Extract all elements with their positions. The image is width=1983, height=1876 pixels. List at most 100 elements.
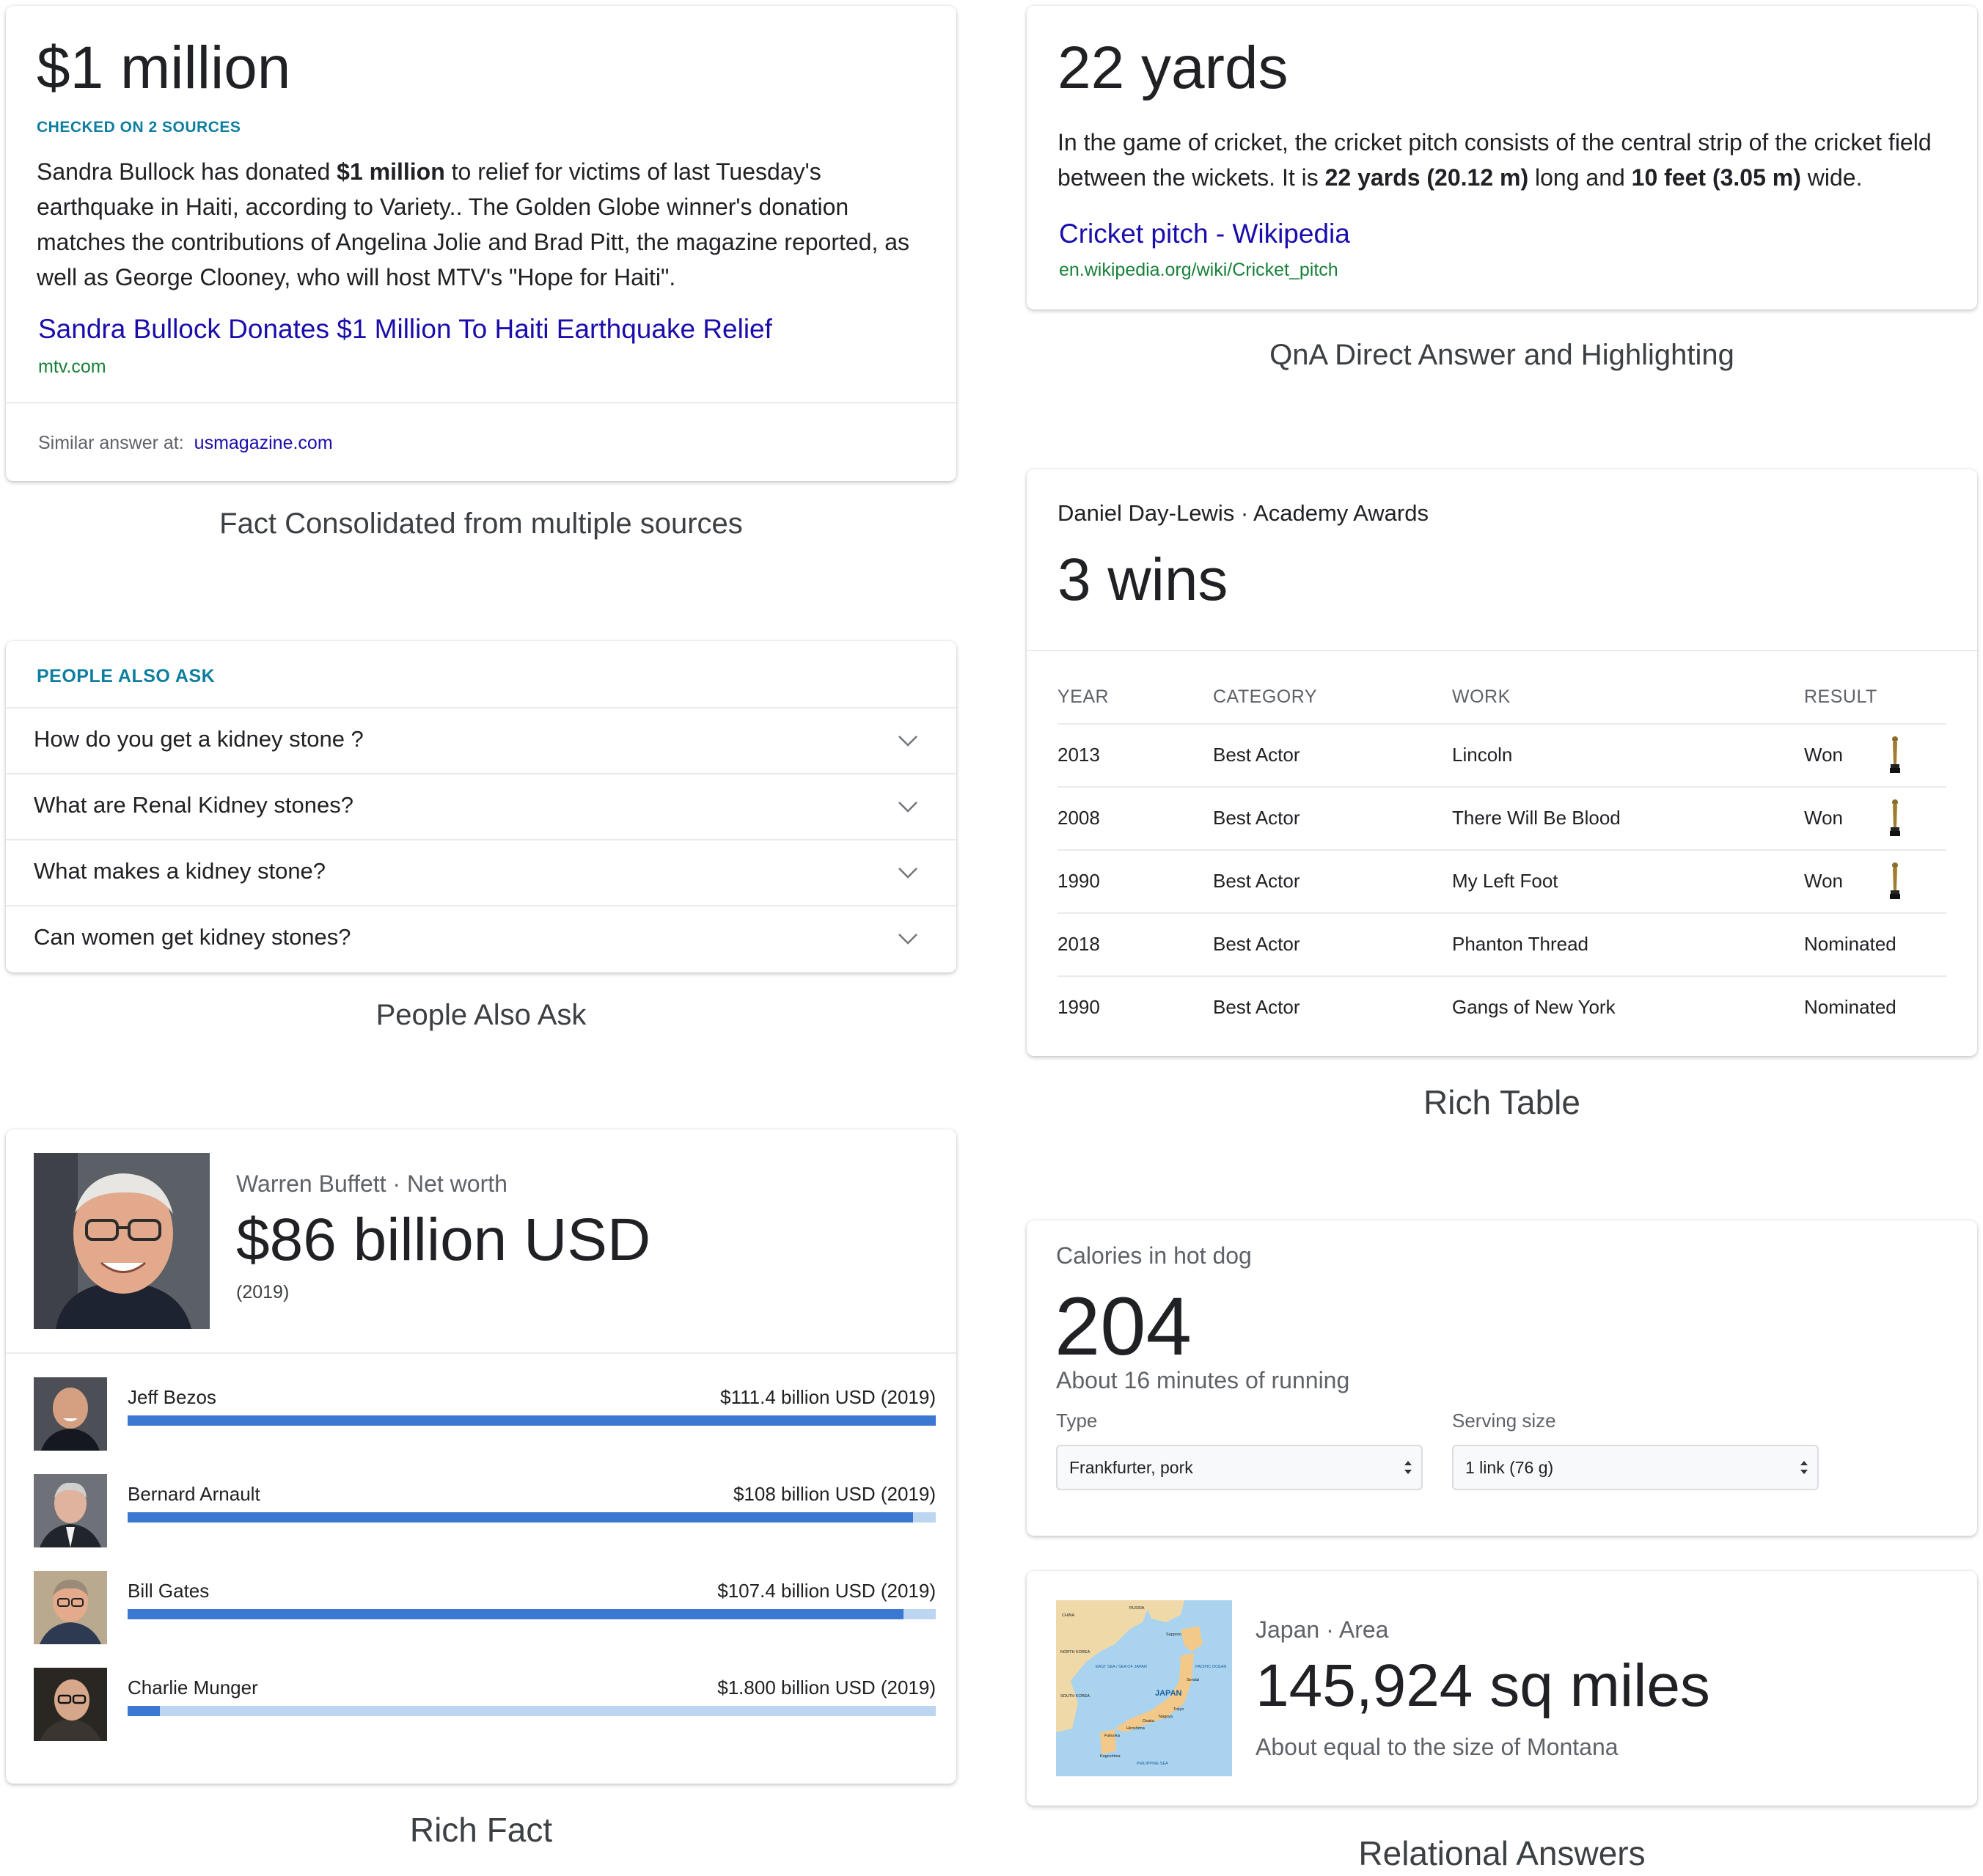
chevron-down-icon[interactable]	[896, 795, 920, 818]
net-worth-bar-track	[128, 1512, 936, 1523]
cell-category: Best Actor	[1213, 996, 1300, 1018]
rich-fact-title: $86 billion USD	[236, 1206, 651, 1273]
person-net-worth: $1.800 billion USD (2019)	[717, 1677, 936, 1699]
oscar-statue-icon	[1890, 862, 1900, 899]
person-net-worth: $108 billion USD (2019)	[733, 1483, 936, 1505]
qna-title: 22 yards	[1058, 34, 1289, 101]
paa-header: PEOPLE ALSO ASK	[37, 666, 216, 686]
person-name: Bernard Arnault	[128, 1483, 260, 1505]
calories-card: Calories in hot dog 204 About 16 minutes…	[1027, 1220, 1977, 1536]
map-label: NORTH KOREA	[1060, 1650, 1091, 1655]
cell-category: Best Actor	[1213, 807, 1300, 829]
paa-question-row[interactable]: What are Renal Kidney stones?	[6, 773, 956, 839]
map-label: Nagoya	[1159, 1715, 1173, 1719]
warren-buffett-photo	[34, 1153, 210, 1329]
cell-result: Nominated	[1804, 933, 1896, 955]
qna-source-domain: en.wikipedia.org/wiki/Cricket_pitch	[1059, 260, 1338, 280]
cell-result: Won	[1804, 744, 1843, 766]
cell-category: Best Actor	[1213, 744, 1300, 766]
qna-card: 22 yards In the game of cricket, the cri…	[1027, 6, 1977, 309]
checked-sources-badge: CHECKED ON 2 SOURCES	[37, 119, 241, 136]
paa-question: Can women get kidney stones?	[34, 924, 351, 950]
person-net-worth: $107.4 billion USD (2019)	[717, 1580, 936, 1602]
bill-gates-photo	[34, 1571, 107, 1644]
relational-subtitle: Japan · Area	[1256, 1616, 1389, 1643]
paa-question: What are Renal Kidney stones?	[34, 792, 353, 818]
serving-size-select[interactable]: 1 link (76 g)	[1452, 1445, 1819, 1490]
type-select[interactable]: Frankfurter, pork	[1056, 1445, 1423, 1490]
calories-value: 204	[1055, 1280, 1192, 1372]
paa-question-row[interactable]: How do you get a kidney stone ?	[6, 707, 956, 773]
divider	[1027, 650, 1977, 651]
select-arrows-icon	[1404, 1461, 1412, 1474]
qna-source-link[interactable]: Cricket pitch - Wikipedia	[1059, 219, 1350, 249]
rich-fact-card: Warren Buffett · Net worth $86 billion U…	[6, 1129, 956, 1784]
cell-work: Phanton Thread	[1452, 933, 1588, 955]
person-name: Charlie Munger	[128, 1677, 258, 1699]
person-name: Bill Gates	[128, 1580, 210, 1602]
net-worth-bar-fill	[128, 1512, 914, 1523]
chevron-down-icon[interactable]	[896, 861, 920, 884]
similar-answer-link[interactable]: usmagazine.com	[194, 433, 333, 453]
calories-equivalent: About 16 minutes of running	[1056, 1367, 1350, 1393]
caption-paa: People Also Ask	[375, 999, 587, 1031]
map-label: JAPAN	[1155, 1689, 1182, 1698]
paa-question: How do you get a kidney stone ?	[34, 726, 364, 752]
cell-work: Lincoln	[1452, 744, 1513, 766]
japan-map: RUSSIA CHINA NORTH KOREA SOUTH KOREA Sap…	[1056, 1600, 1232, 1776]
cell-year: 1990	[1058, 870, 1100, 892]
map-label: Kagoshima	[1100, 1754, 1121, 1759]
table-row: 2008 Best Actor There Will Be Blood Won	[1058, 786, 1946, 849]
paa-question-row[interactable]: Can women get kidney stones?	[6, 905, 956, 971]
chevron-down-icon[interactable]	[896, 729, 920, 752]
jeff-bezos-photo	[34, 1377, 107, 1451]
person-row: Bill Gates $107.4 billion USD (2019)	[34, 1571, 936, 1652]
fact-source-link[interactable]: Sandra Bullock Donates $1 Million To Hai…	[38, 314, 772, 344]
rich-table-card: Daniel Day-Lewis · Academy Awards 3 wins…	[1027, 469, 1977, 1056]
paa-question: What makes a kidney stone?	[34, 858, 326, 884]
fact-source-domain: mtv.com	[38, 356, 106, 377]
cell-year: 2013	[1058, 744, 1100, 766]
type-select-value: Frankfurter, pork	[1069, 1458, 1193, 1477]
person-name: Jeff Bezos	[128, 1386, 216, 1408]
caption-relational: Relational Answers	[1358, 1834, 1646, 1872]
column-header-year: YEAR	[1058, 686, 1110, 707]
divider	[6, 1352, 956, 1354]
cell-year: 2018	[1058, 933, 1100, 955]
cell-work: Gangs of New York	[1452, 996, 1616, 1018]
cell-category: Best Actor	[1213, 870, 1300, 892]
caption-table: Rich Table	[1423, 1083, 1580, 1121]
cell-work: There Will Be Blood	[1452, 807, 1621, 829]
column-header-category: CATEGORY	[1213, 686, 1317, 707]
net-worth-bar-fill	[128, 1609, 903, 1619]
divider	[6, 402, 956, 403]
fact-card: $1 million CHECKED ON 2 SOURCES Sandra B…	[6, 6, 956, 481]
chevron-down-icon[interactable]	[896, 927, 920, 950]
paa-question-row[interactable]: What makes a kidney stone?	[6, 839, 956, 905]
calories-subtitle: Calories in hot dog	[1056, 1242, 1252, 1269]
people-also-ask-card: PEOPLE ALSO ASK How do you get a kidney …	[6, 641, 956, 972]
map-label: Tokyo	[1173, 1707, 1184, 1712]
map-label: Hiroshima	[1126, 1726, 1146, 1731]
net-worth-bar-track	[128, 1415, 936, 1426]
caption-rich-fact: Rich Fact	[409, 1811, 553, 1849]
table-row: 1990 Best Actor My Left Foot Won	[1058, 849, 1946, 912]
rich-fact-year: (2019)	[236, 1282, 290, 1302]
type-label: Type	[1056, 1410, 1098, 1432]
fact-body: Sandra Bullock has donated $1 million to…	[37, 158, 910, 290]
column-header-result: RESULT	[1804, 686, 1877, 707]
column-header-work: WORK	[1452, 686, 1511, 707]
similar-answer: Similar answer at: usmagazine.com	[38, 433, 333, 453]
map-label: Sendai	[1187, 1678, 1199, 1682]
serving-size-select-value: 1 link (76 g)	[1465, 1458, 1554, 1477]
cell-year: 1990	[1058, 996, 1100, 1018]
oscar-statue-icon	[1890, 736, 1900, 773]
map-label: CHINA	[1062, 1613, 1074, 1618]
fact-highlight: $1 million	[337, 158, 445, 185]
oscar-statue-icon	[1890, 799, 1900, 836]
map-label: PACIFIC OCEAN	[1195, 1665, 1226, 1669]
table-row: 2018 Best Actor Phanton Thread Nominated	[1058, 912, 1946, 975]
caption-fact: Fact Consolidated from multiple sources	[219, 508, 743, 540]
map-label: Sapporo	[1166, 1633, 1181, 1637]
person-net-worth: $111.4 billion USD (2019)	[720, 1386, 936, 1408]
